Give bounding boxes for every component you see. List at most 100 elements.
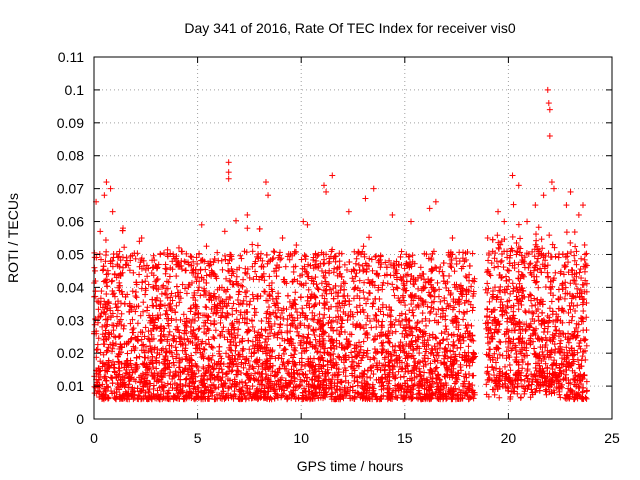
data-point bbox=[389, 281, 396, 288]
data-point bbox=[376, 256, 383, 263]
data-point bbox=[423, 322, 430, 329]
data-point bbox=[484, 364, 491, 371]
data-point bbox=[100, 266, 107, 273]
data-point bbox=[196, 284, 203, 291]
data-point bbox=[157, 338, 164, 345]
data-point bbox=[105, 298, 112, 305]
data-point bbox=[446, 272, 453, 279]
data-point bbox=[112, 334, 119, 341]
data-point bbox=[581, 256, 588, 263]
data-point bbox=[557, 394, 564, 401]
data-point bbox=[495, 245, 502, 252]
data-point bbox=[354, 378, 361, 385]
data-point bbox=[495, 263, 502, 270]
data-point bbox=[358, 379, 365, 386]
data-point bbox=[542, 284, 549, 291]
data-point bbox=[298, 256, 305, 263]
data-point bbox=[569, 313, 576, 320]
data-point bbox=[188, 254, 195, 261]
data-point bbox=[353, 255, 360, 262]
data-point bbox=[367, 374, 374, 381]
data-point bbox=[515, 268, 522, 275]
data-point bbox=[527, 291, 534, 298]
data-point bbox=[535, 313, 542, 320]
data-point bbox=[162, 270, 169, 277]
data-point bbox=[136, 271, 143, 278]
data-point bbox=[500, 264, 507, 271]
data-point bbox=[113, 304, 120, 311]
data-point bbox=[276, 342, 283, 349]
data-point bbox=[221, 228, 228, 235]
data-point bbox=[469, 250, 476, 257]
data-point bbox=[187, 305, 194, 312]
data-point bbox=[176, 299, 183, 306]
data-point bbox=[302, 253, 309, 260]
data-point bbox=[518, 394, 525, 401]
data-point bbox=[544, 273, 551, 280]
data-point bbox=[195, 326, 202, 333]
data-point bbox=[324, 358, 331, 365]
data-point bbox=[465, 343, 472, 350]
data-point bbox=[504, 266, 511, 273]
data-point bbox=[568, 249, 575, 256]
data-point bbox=[132, 308, 139, 315]
data-point bbox=[440, 272, 447, 279]
data-point bbox=[583, 395, 590, 402]
data-point bbox=[384, 280, 391, 287]
data-point bbox=[230, 300, 237, 307]
data-point bbox=[491, 284, 498, 291]
data-point bbox=[352, 260, 359, 267]
data-point bbox=[497, 339, 504, 346]
data-point bbox=[234, 367, 241, 374]
data-point bbox=[484, 280, 491, 287]
data-point bbox=[432, 358, 439, 365]
data-point bbox=[572, 281, 579, 288]
data-point bbox=[110, 254, 117, 261]
data-point bbox=[341, 261, 348, 268]
data-point bbox=[410, 312, 417, 319]
data-point bbox=[138, 336, 145, 343]
data-point bbox=[539, 245, 546, 252]
data-point bbox=[102, 330, 109, 337]
data-point bbox=[157, 297, 164, 304]
data-point bbox=[281, 345, 288, 352]
data-point bbox=[583, 250, 590, 257]
data-point bbox=[567, 239, 574, 246]
data-point bbox=[311, 331, 318, 338]
data-point bbox=[258, 318, 265, 325]
data-point bbox=[379, 318, 386, 325]
data-point bbox=[417, 264, 424, 271]
data-point bbox=[238, 255, 245, 262]
data-point bbox=[109, 380, 116, 387]
data-point bbox=[497, 259, 504, 266]
data-point bbox=[360, 243, 367, 250]
data-point bbox=[533, 231, 540, 238]
data-point bbox=[203, 243, 210, 250]
chart-title: Day 341 of 2016, Rate Of TEC Index for r… bbox=[184, 20, 515, 36]
data-point bbox=[409, 332, 416, 339]
data-point bbox=[484, 305, 491, 312]
data-point bbox=[204, 376, 211, 383]
data-point bbox=[541, 325, 548, 332]
data-point bbox=[254, 369, 261, 376]
data-point bbox=[445, 341, 452, 348]
data-point bbox=[484, 289, 491, 296]
data-point bbox=[574, 302, 581, 309]
data-point bbox=[400, 373, 407, 380]
data-point bbox=[315, 286, 322, 293]
grid-lines bbox=[94, 57, 612, 419]
data-point bbox=[524, 361, 531, 368]
data-point bbox=[143, 262, 150, 269]
data-point bbox=[301, 252, 308, 259]
data-point bbox=[94, 346, 101, 353]
data-point bbox=[133, 294, 140, 301]
data-point bbox=[104, 283, 111, 290]
data-point bbox=[344, 317, 351, 324]
data-point bbox=[212, 310, 219, 317]
data-point bbox=[521, 390, 528, 397]
data-point bbox=[129, 288, 136, 295]
data-point bbox=[366, 234, 373, 241]
data-point bbox=[437, 298, 444, 305]
data-point bbox=[216, 343, 223, 350]
